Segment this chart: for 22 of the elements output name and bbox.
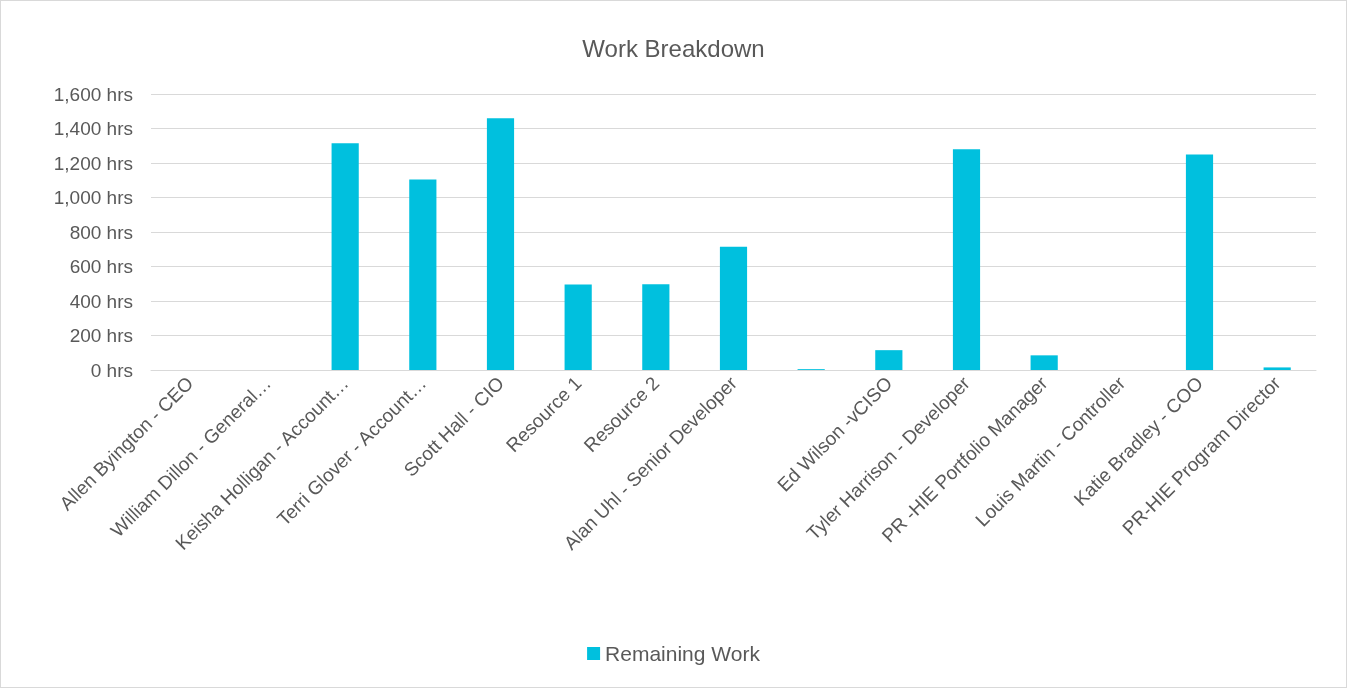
y-tick-label: 1,200 hrs	[53, 152, 133, 174]
bar	[719, 246, 748, 370]
bar	[952, 149, 981, 370]
y-tick-label: 200 hrs	[69, 325, 133, 346]
y-tick-label: 1,000 hrs	[53, 187, 133, 208]
y-tick-label: 800 hrs	[69, 221, 133, 243]
bar	[486, 118, 515, 370]
y-tick-label: 1,400 hrs	[53, 118, 133, 139]
bar	[875, 350, 903, 370]
bar	[409, 179, 437, 370]
bar	[1030, 355, 1058, 370]
y-tick-label: 0 hrs	[90, 359, 133, 381]
bar	[564, 284, 592, 370]
y-tick-label: 400 hrs	[69, 290, 133, 312]
y-tick-label: 1,600 hrs	[53, 83, 133, 105]
bar	[1185, 154, 1214, 370]
bar	[1263, 367, 1291, 370]
bar	[642, 284, 670, 370]
bar	[331, 143, 359, 370]
y-tick-label: 600 hrs	[69, 256, 133, 277]
chart-title: Work Breakdown	[582, 34, 765, 62]
legend-label: Remaining Work	[605, 642, 761, 665]
